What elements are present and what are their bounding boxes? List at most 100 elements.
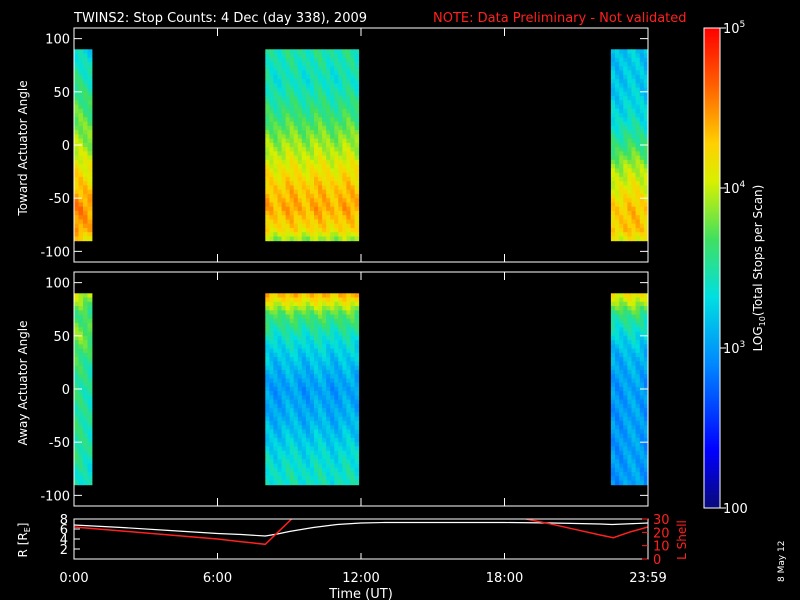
heatmap-cell (623, 480, 628, 486)
heatmap-cell (273, 344, 278, 349)
heatmap-cell (330, 459, 335, 464)
heatmap-cell (639, 412, 645, 418)
heatmap-cell (350, 74, 355, 80)
heatmap-cell (83, 83, 88, 88)
heatmap-cell (318, 331, 323, 337)
heatmap-cell (301, 361, 307, 366)
heatmap-cell (87, 472, 93, 477)
heatmap-cell (285, 236, 291, 242)
heatmap-cell (330, 378, 335, 384)
heatmap-cell (269, 206, 274, 212)
heatmap-cell (273, 232, 278, 237)
heatmap-cell (627, 369, 632, 375)
heatmap-cell (293, 206, 299, 212)
heatmap-cell (330, 437, 335, 443)
heatmap-cell (305, 365, 311, 371)
heatmap-cell (297, 340, 303, 345)
heatmap-cell (338, 117, 343, 122)
heatmap-cell (87, 74, 93, 80)
heatmap-cell (350, 210, 355, 216)
heatmap-cell (265, 476, 270, 481)
heatmap-cell (639, 374, 645, 379)
heatmap-cell (297, 91, 303, 97)
heatmap-cell (78, 198, 84, 203)
heatmap-cell (615, 348, 620, 354)
heatmap-cell (350, 331, 355, 337)
heatmap-cell (281, 450, 287, 456)
heatmap-cell (83, 357, 88, 362)
heatmap-cell (330, 70, 335, 76)
heatmap-cell (615, 113, 620, 118)
heatmap-cell (269, 215, 274, 220)
heatmap-cell (293, 172, 299, 178)
heatmap-cell (623, 96, 628, 101)
heatmap-cell (350, 219, 355, 225)
heatmap-cell (83, 403, 88, 409)
heatmap-cell (305, 323, 311, 328)
heatmap-cell (631, 476, 636, 481)
heatmap-cell (334, 386, 339, 392)
heatmap-cell (330, 344, 335, 349)
heatmap-cell (338, 433, 343, 439)
heatmap-cell (354, 168, 360, 174)
heatmap-cell (269, 437, 274, 443)
heatmap-cell (639, 87, 645, 93)
heatmap-cell (326, 340, 331, 345)
heatmap-cell (74, 70, 79, 76)
heatmap-cell (318, 206, 323, 212)
heatmap-cell (330, 62, 335, 67)
heatmap-cell (269, 416, 274, 422)
heatmap-cell (627, 476, 632, 481)
heatmap-cell (635, 395, 641, 401)
heatmap-cell (78, 480, 84, 486)
heatmap-cell (269, 361, 274, 366)
heatmap-cell (309, 66, 315, 71)
heatmap-cell (338, 408, 343, 413)
heatmap-cell (619, 66, 624, 71)
heatmap-cell (322, 223, 327, 229)
heatmap-cell (318, 172, 323, 178)
heatmap-cell (326, 429, 331, 435)
heatmap-cell (619, 79, 624, 84)
heatmap-cell (309, 176, 315, 182)
heatmap-cell (74, 450, 79, 456)
heatmap-cell (342, 425, 347, 430)
heatmap-cell (631, 185, 636, 191)
heatmap-cell (269, 198, 274, 203)
heatmap-cell (354, 314, 360, 320)
heatmap-cell (301, 96, 307, 101)
heatmap-cell (269, 185, 274, 191)
heatmap-cell (619, 185, 624, 191)
heatmap-cell (281, 62, 287, 67)
heatmap-cell (346, 306, 351, 311)
heatmap-cell (301, 476, 307, 481)
heatmap-cell (305, 121, 311, 127)
colorbar-tick-label: 105 (723, 20, 745, 37)
heatmap-cell (326, 53, 331, 59)
heatmap-cell (610, 121, 616, 127)
heatmap-cell (346, 293, 351, 298)
heatmap-cell (74, 219, 79, 225)
heatmap-cell (277, 168, 282, 174)
heatmap-cell (269, 223, 274, 229)
heatmap-cell (78, 74, 84, 80)
heatmap-cell (273, 134, 278, 140)
heatmap-cell (342, 202, 347, 208)
heatmap-cell (639, 66, 645, 71)
heatmap-cell (83, 459, 88, 464)
heatmap-cell (639, 454, 645, 460)
heatmap-cell (350, 202, 355, 208)
heatmap-cell (83, 215, 88, 220)
heatmap-cell (74, 53, 79, 59)
heatmap-cell (334, 159, 339, 165)
heatmap-cell (74, 193, 79, 199)
heatmap-cell (326, 151, 331, 157)
heatmap-cell (342, 480, 347, 486)
heatmap-cell (74, 467, 79, 473)
y2-tick-label: 10 (653, 540, 670, 555)
heatmap-cell (305, 318, 311, 324)
heatmap-cell (281, 57, 287, 63)
heatmap-cell (285, 181, 291, 186)
heatmap-cell (293, 480, 299, 486)
heatmap-cell (334, 74, 339, 80)
